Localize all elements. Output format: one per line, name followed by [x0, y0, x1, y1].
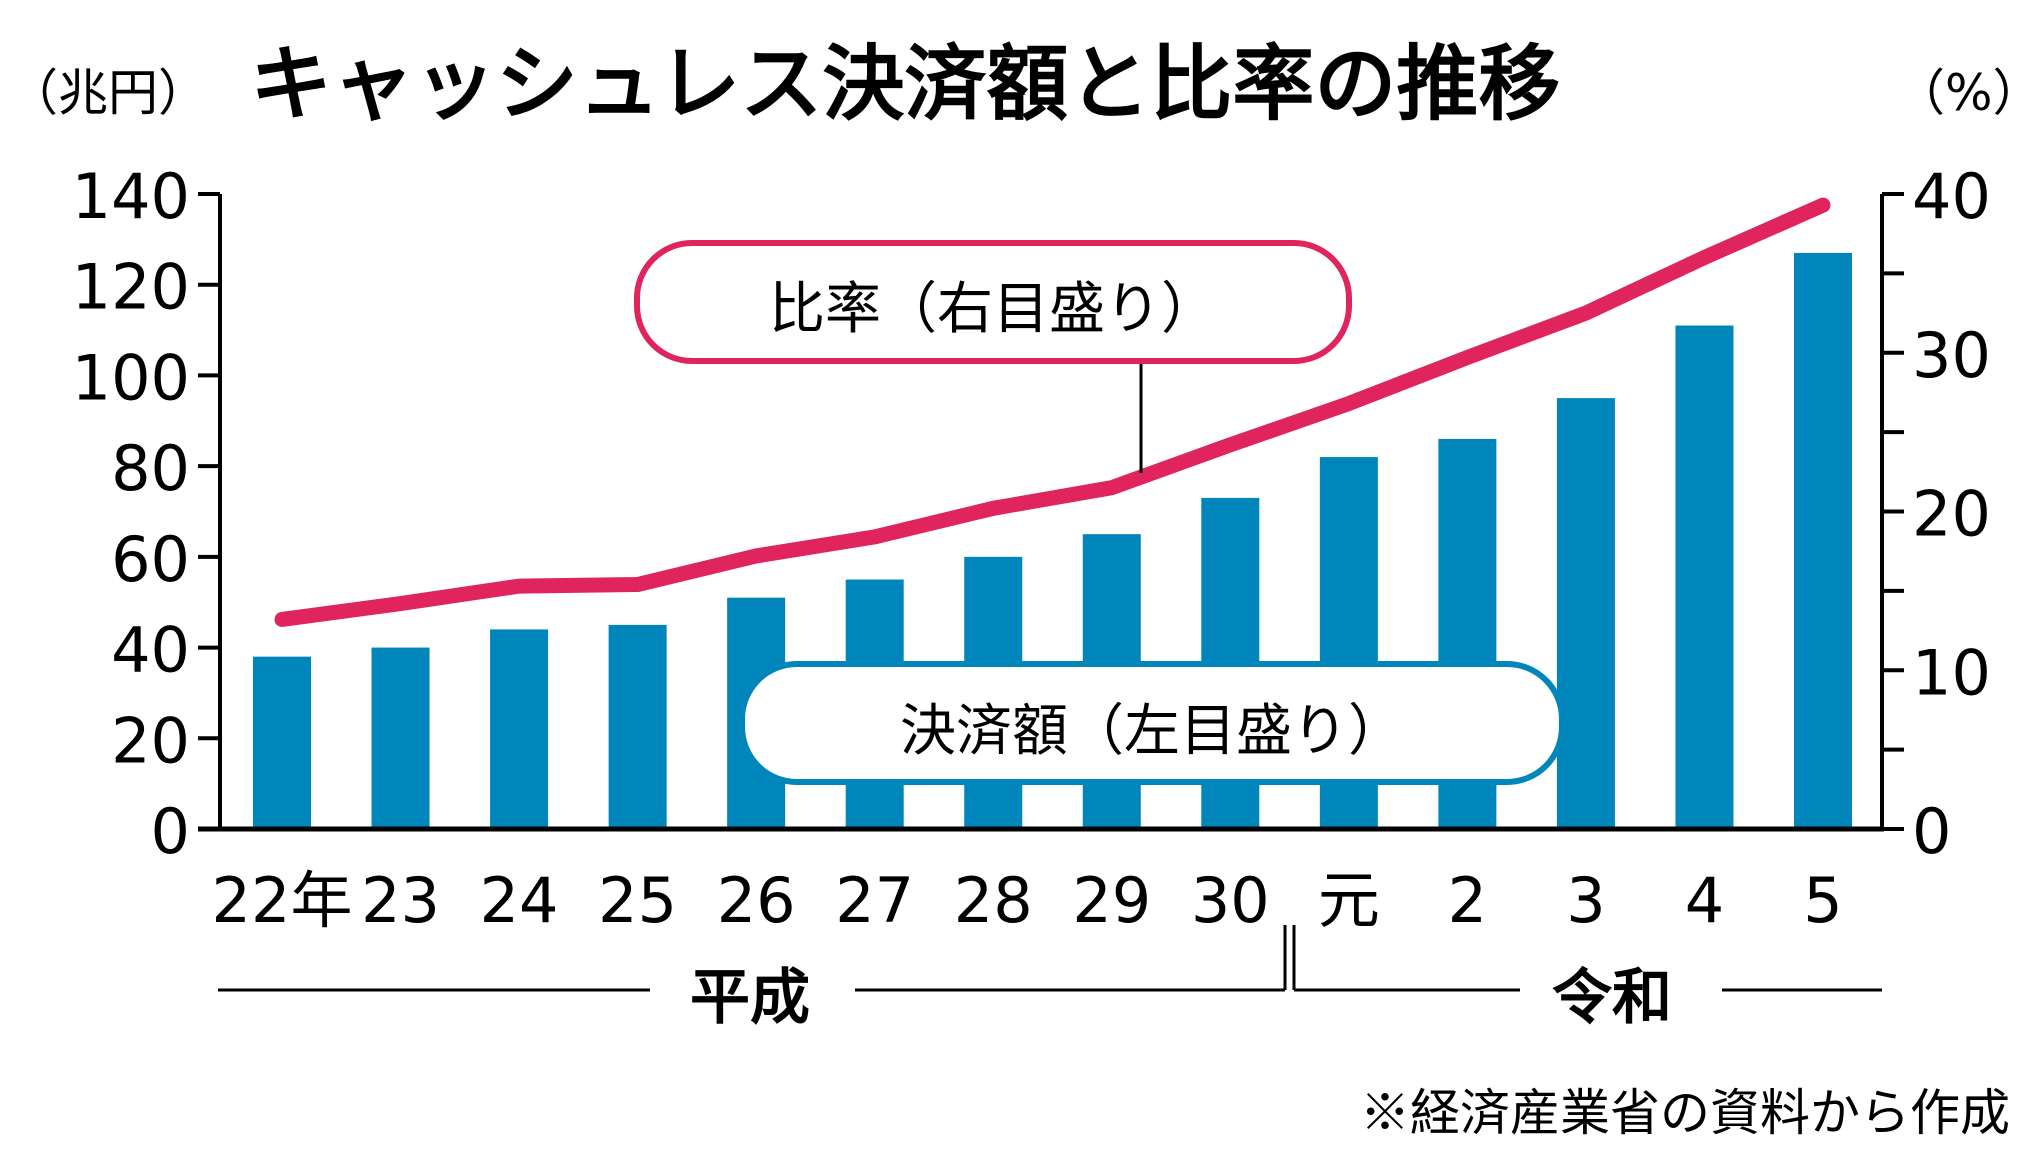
- x-tick-label: 22年: [212, 864, 353, 937]
- x-tick-label: 元: [1318, 864, 1380, 937]
- legend-amount: 決済額（左目盛り）: [739, 661, 1565, 785]
- bar: [1556, 398, 1615, 829]
- chart-title: キャッシュレス決済額と比率の推移: [250, 37, 1560, 132]
- legend-amount-box: [739, 661, 1565, 785]
- x-tick-label: 28: [954, 864, 1033, 937]
- right-tick-label: 0: [1912, 795, 1951, 868]
- left-tick-label: 60: [111, 523, 190, 596]
- x-tick-label: 2: [1448, 864, 1487, 937]
- right-tick-label: 10: [1912, 636, 1991, 709]
- x-tick-label: 27: [835, 864, 914, 937]
- legend-ratio-label: 比率（右目盛り）: [769, 277, 1217, 342]
- right-axis-unit: （%）: [1895, 64, 2043, 122]
- x-tick-label: 23: [361, 864, 440, 937]
- x-tick-label: 24: [480, 864, 559, 937]
- right-tick-label: 40: [1912, 160, 1991, 233]
- left-axis-ticks: 0 20 40 60 80 100 120 140: [72, 160, 220, 868]
- left-tick-label: 0: [151, 795, 190, 868]
- x-tick-label: 4: [1685, 864, 1724, 937]
- x-tick-label: 3: [1566, 864, 1605, 937]
- left-tick-label: 80: [111, 432, 190, 505]
- era-reiwa: 令和: [1294, 963, 1882, 1033]
- left-tick-label: 20: [111, 704, 190, 777]
- right-tick-label: 20: [1912, 478, 1991, 551]
- line-series-ratio: [274, 197, 1831, 627]
- x-tick-label: 26: [717, 864, 796, 937]
- legend-ratio-box: [634, 240, 1352, 364]
- legend-ratio: 比率（右目盛り）: [634, 240, 1352, 473]
- bar: [1794, 252, 1852, 829]
- source-note: ※経済産業省の資料から作成: [1360, 1084, 2010, 1142]
- era-heisei-label: 平成: [690, 963, 810, 1033]
- left-tick-label: 100: [72, 341, 190, 414]
- bar: [608, 624, 667, 829]
- bar: [371, 647, 430, 829]
- bar: [490, 629, 549, 829]
- left-tick-label: 40: [111, 614, 190, 687]
- left-tick-label: 140: [72, 160, 190, 233]
- right-axis-ticks: 0 10 20 30 40: [1882, 160, 1991, 868]
- x-tick-label: 25: [598, 864, 677, 937]
- x-tick-label: 30: [1191, 864, 1270, 937]
- era-heisei: 平成: [218, 925, 1296, 1033]
- era-reiwa-label: 令和: [1552, 963, 1672, 1033]
- bar: [253, 656, 311, 829]
- x-axis-labels: 22年 23 24 25 26 27 28 29 30 元 2 3 4 5: [212, 864, 1843, 937]
- x-tick-label: 5: [1803, 864, 1842, 937]
- left-tick-label: 120: [72, 251, 190, 324]
- left-axis-unit: （兆円）: [8, 64, 208, 122]
- right-tick-label: 30: [1912, 319, 1991, 392]
- bar: [1675, 325, 1734, 829]
- x-tick-label: 29: [1072, 864, 1151, 937]
- legend-amount-label: 決済額（左目盛り）: [900, 699, 1404, 764]
